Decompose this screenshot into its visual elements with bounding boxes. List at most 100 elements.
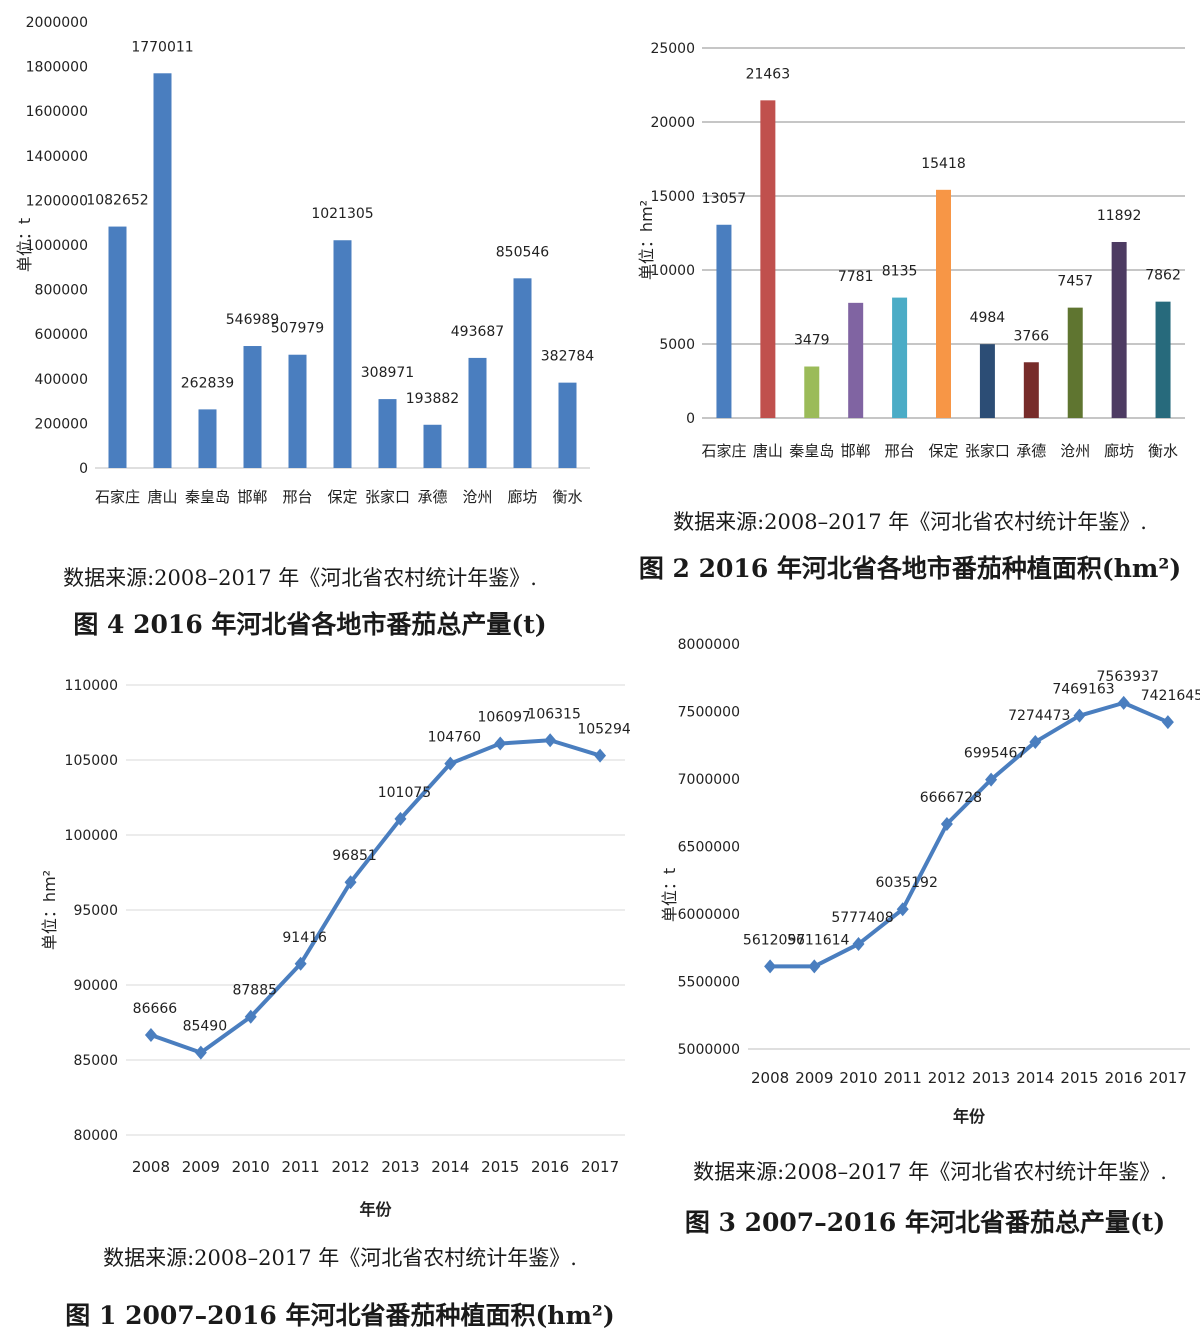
y-tick-label: 5500000 bbox=[678, 975, 740, 991]
data-label: 7563937 bbox=[1097, 669, 1159, 685]
x-tick-label: 承德 bbox=[417, 488, 447, 506]
data-label: 7274473 bbox=[1008, 708, 1070, 724]
data-label: 5611614 bbox=[787, 932, 849, 948]
y-axis-label: 单位：hm² bbox=[637, 200, 656, 280]
data-point bbox=[144, 1028, 157, 1043]
y-tick-label: 7000000 bbox=[678, 772, 740, 788]
data-point bbox=[940, 816, 953, 831]
y-tick-label: 1200000 bbox=[26, 193, 88, 209]
chart-fig2-svg: 0 5000 10000 15000 20000 25000 单位：hm² 石家庄 唐山 秦皇岛邯… bbox=[637, 41, 1185, 460]
x-tick-label: 秦皇岛 bbox=[789, 442, 834, 460]
x-tick-label: 2014 bbox=[1016, 1069, 1054, 1087]
data-label: 507979 bbox=[271, 321, 324, 337]
data-point bbox=[194, 1045, 207, 1060]
y-tick-label: 2000000 bbox=[26, 15, 88, 31]
x-tick-label: 唐山 bbox=[753, 442, 783, 460]
series-line bbox=[770, 700, 1169, 969]
data-label: 3766 bbox=[1013, 328, 1049, 344]
y-tick-label: 1800000 bbox=[26, 60, 88, 76]
data-label: 5612097 bbox=[743, 932, 805, 948]
y-tick-label: 8000000 bbox=[678, 637, 740, 653]
x-tick-label: 石家庄 bbox=[701, 442, 746, 460]
x-tick-label: 2012 bbox=[331, 1158, 369, 1176]
y-axis-label: 单位：t bbox=[15, 218, 34, 272]
bar bbox=[288, 354, 307, 468]
x-tick-label: 2010 bbox=[232, 1158, 270, 1176]
chart-fig3-svg: 5000000 5500000 6000000 6500000 7000000 75000… bbox=[660, 637, 1200, 1126]
bar bbox=[198, 409, 217, 468]
bar bbox=[760, 100, 776, 419]
bar bbox=[1067, 307, 1083, 418]
bar bbox=[716, 224, 732, 418]
y-tick-label: 5000000 bbox=[678, 1042, 740, 1058]
y-tick-label: 15000 bbox=[650, 189, 695, 205]
x-tick-label: 2015 bbox=[1060, 1069, 1098, 1087]
data-label: 193882 bbox=[406, 391, 459, 407]
data-point bbox=[1073, 708, 1086, 723]
y-tick-label: 80000 bbox=[73, 1128, 118, 1144]
data-point bbox=[896, 902, 909, 917]
fig1-caption: 图 1 2007–2016 年河北省番茄种植面积(hm²) bbox=[65, 1301, 615, 1330]
bar bbox=[1023, 362, 1039, 418]
fig1-source-note: 数据来源:2008–2017 年《河北省农村统计年鉴》. bbox=[103, 1246, 577, 1270]
y-tick-label: 105000 bbox=[65, 753, 118, 769]
data-point bbox=[244, 1009, 257, 1024]
x-tick-label: 2016 bbox=[1105, 1069, 1143, 1087]
y-tick-label: 85000 bbox=[73, 1053, 118, 1069]
data-label: 1082652 bbox=[86, 193, 148, 209]
y-tick-label: 20000 bbox=[650, 115, 695, 131]
bar bbox=[513, 278, 532, 468]
chart-fig3: 5000000 5500000 6000000 6500000 7000000 75000… bbox=[640, 620, 1200, 1140]
x-tick-label: 沧州 bbox=[1060, 442, 1090, 460]
x-tick-label: 2015 bbox=[481, 1158, 519, 1176]
data-label: 546989 bbox=[226, 312, 279, 328]
data-label: 105294 bbox=[577, 722, 631, 738]
data-label: 7862 bbox=[1145, 268, 1181, 284]
data-label: 4984 bbox=[970, 310, 1006, 326]
data-label: 96851 bbox=[332, 848, 377, 864]
x-tick-label: 承德 bbox=[1016, 442, 1046, 460]
bar bbox=[979, 344, 995, 418]
x-tick-label: 2009 bbox=[182, 1158, 220, 1176]
y-tick-label: 95000 bbox=[73, 903, 118, 919]
data-label: 106097 bbox=[478, 710, 531, 726]
x-tick-label: 邯郸 bbox=[237, 488, 267, 506]
x-tick-label: 2017 bbox=[1149, 1069, 1187, 1087]
x-tick-label: 2014 bbox=[431, 1158, 469, 1176]
data-label: 6995467 bbox=[964, 746, 1026, 762]
data-point bbox=[344, 875, 357, 890]
data-point bbox=[852, 937, 865, 952]
x-tick-label: 秦皇岛 bbox=[185, 488, 230, 506]
x-tick-label: 2009 bbox=[795, 1069, 833, 1087]
data-label: 87885 bbox=[232, 983, 277, 999]
x-tick-label: 2010 bbox=[839, 1069, 877, 1087]
fig2-caption: 图 2 2016 年河北省各地市番茄种植面积(hm²) bbox=[638, 554, 1182, 583]
y-tick-label: 0 bbox=[79, 461, 88, 477]
data-label: 11892 bbox=[1097, 208, 1142, 224]
data-label: 106315 bbox=[527, 706, 580, 722]
data-point bbox=[394, 811, 407, 826]
data-label: 5777408 bbox=[831, 910, 893, 926]
data-label: 7469163 bbox=[1052, 682, 1114, 698]
x-tick-label: 邢台 bbox=[885, 442, 915, 460]
data-label: 493687 bbox=[451, 324, 504, 340]
data-label: 15418 bbox=[921, 156, 966, 172]
x-tick-label: 2008 bbox=[132, 1158, 170, 1176]
data-point bbox=[985, 772, 998, 787]
x-tick-label: 2013 bbox=[972, 1069, 1010, 1087]
data-label: 262839 bbox=[181, 375, 234, 391]
y-tick-label: 800000 bbox=[35, 283, 88, 299]
bar bbox=[936, 189, 951, 418]
y-tick-label: 5000 bbox=[659, 337, 695, 353]
bar bbox=[423, 424, 442, 468]
data-label: 3479 bbox=[794, 333, 830, 349]
x-tick-label: 沧州 bbox=[462, 488, 492, 506]
x-tick-label: 2013 bbox=[381, 1158, 419, 1176]
data-label: 850546 bbox=[496, 244, 550, 260]
data-point bbox=[594, 748, 607, 763]
data-label: 21463 bbox=[746, 66, 791, 82]
data-point bbox=[1117, 695, 1130, 710]
x-tick-label: 廊坊 bbox=[507, 488, 537, 506]
data-label: 382784 bbox=[541, 349, 595, 365]
x-tick-label: 唐山 bbox=[147, 488, 177, 506]
